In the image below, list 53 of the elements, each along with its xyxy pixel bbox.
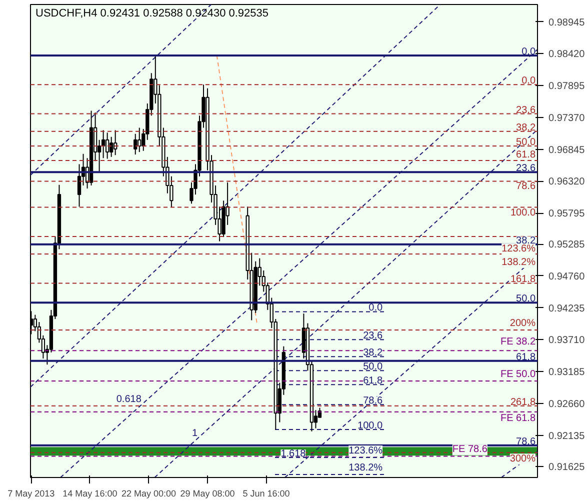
annotation: 100.0 (510, 207, 536, 218)
chart-title: USDCHF,H4 0.92431 0.92588 0.92430 0.92535 (36, 8, 269, 20)
annotation: 0.0 (522, 46, 536, 58)
annotation: 78.6 (516, 181, 536, 192)
annotation: 300% (510, 454, 536, 465)
y-tick-label: 0.92135 (548, 430, 586, 442)
x-tick-label: 7 May 2013 (8, 488, 55, 498)
x-tick-label: 29 May 08:00 (180, 488, 235, 498)
annotation: 38.2 (516, 122, 536, 134)
annotation: 78.6 (363, 396, 383, 407)
annotation: 61.8 (363, 376, 383, 387)
y-tick-label: 0.98945 (548, 17, 586, 28)
y-tick-label: 0.92660 (548, 398, 586, 410)
y-tick-label: 0.93710 (548, 335, 586, 346)
annotation: 0.0 (368, 302, 383, 314)
annotation: 100.0 (358, 420, 383, 432)
annotation: 123.6% (348, 445, 383, 456)
y-tick-label: 0.91625 (548, 462, 586, 473)
y-tick-label: 0.97370 (548, 112, 586, 124)
annotation: FE 50.0 (500, 368, 536, 380)
annotation: 23.6 (516, 104, 536, 116)
annotation: 1.618 (280, 448, 306, 460)
annotation: 61.8 (516, 352, 536, 363)
annotation: 38.2 (363, 348, 383, 359)
annotation: 61.8 (516, 150, 536, 161)
y-tick-label: 0.95795 (548, 208, 586, 220)
annotation: 161.8 (510, 274, 536, 286)
x-tick-label: 14 May 16:00 (62, 488, 118, 498)
y-tick-label: 0.96320 (548, 176, 586, 188)
y-tick-label: 0.93185 (548, 367, 586, 378)
y-tick-label: 0.94235 (548, 303, 586, 314)
annotation: FE 61.8 (500, 412, 536, 424)
y-tick-label: 0.97895 (548, 81, 586, 92)
annotation: 0.618 (116, 394, 142, 405)
annotation: 78.6 (516, 436, 536, 448)
annotation: 138.2% (502, 257, 536, 268)
annotation: FE 78.6 (452, 444, 488, 456)
x-tick-label: 22 May 00:00 (121, 488, 176, 498)
annotation: 138.2% (348, 462, 383, 474)
annotation: 50.0 (363, 362, 383, 373)
annotation: 23.6 (363, 330, 383, 342)
annotation: 50.0 (516, 136, 536, 148)
y-tick-label: 0.95285 (548, 240, 586, 251)
annotation: 1 (192, 428, 198, 439)
annotation: FE 38.2 (500, 336, 536, 348)
annotation: 261.8 (510, 396, 536, 408)
y-tick-label: 0.94760 (548, 271, 586, 282)
y-tick-label: 0.96845 (548, 144, 586, 156)
x-tick-label: 5 Jun 16:00 (242, 488, 290, 498)
annotation: 0.0 (522, 76, 536, 87)
annotation: 123.6% (502, 243, 536, 254)
annotation: 200% (510, 318, 536, 329)
y-tick-label: 0.98420 (548, 49, 586, 60)
